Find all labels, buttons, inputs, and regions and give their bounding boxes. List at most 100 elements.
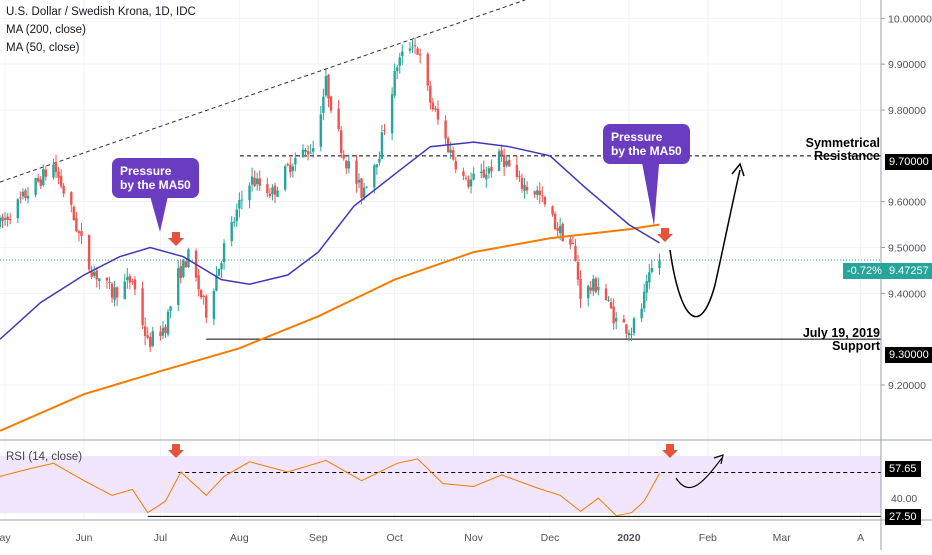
candle-body [149, 337, 152, 347]
time-tick-label: Jun [76, 532, 93, 544]
candle-body [505, 160, 508, 166]
candle-body [128, 276, 132, 283]
candle-body [592, 279, 595, 291]
candle-body [319, 114, 323, 147]
rsi-lower-tag: 27.50 [885, 509, 921, 525]
candle-body [230, 222, 233, 242]
candle-body [309, 152, 312, 154]
candle-body [143, 326, 147, 337]
candles [0, 37, 661, 353]
candle-body [556, 227, 559, 231]
candle-body [571, 243, 575, 245]
rsi-upper-tag: 57.65 [885, 461, 921, 477]
candle-body [508, 160, 511, 167]
price-tick-label: 9.40000 [888, 288, 926, 300]
candle-body [324, 75, 328, 96]
candle-body [520, 177, 524, 189]
candle-body [408, 48, 412, 51]
candle-body [625, 324, 628, 334]
down-arrow-marker [168, 444, 184, 458]
candle-body [533, 191, 536, 195]
candle-body [16, 199, 20, 219]
candle-body [179, 266, 182, 279]
resistance-price-tag: 9.70000 [885, 154, 932, 170]
candle-body [233, 221, 236, 223]
candle-body [177, 268, 180, 305]
candle-body [72, 206, 76, 221]
candle-body [337, 108, 340, 129]
last-price-tag: 9.47257 [885, 263, 932, 279]
candle-body [59, 175, 63, 187]
candle-body [222, 243, 226, 262]
candle-body [248, 185, 251, 201]
time-tick-label: 2020 [617, 532, 641, 544]
time-tick-label: Dec [541, 532, 560, 544]
candle-body [472, 173, 475, 180]
candle-body [452, 150, 455, 160]
candle-body [304, 150, 307, 152]
candle-body [266, 184, 269, 194]
projection-arrowhead [731, 162, 745, 177]
candle-body [205, 296, 208, 318]
candle-body [105, 277, 109, 281]
time-tick-label: Aug [230, 532, 249, 544]
candle-body [286, 164, 289, 166]
candle-body [164, 326, 167, 334]
candle-body [650, 268, 654, 272]
candle-body [609, 301, 613, 309]
candle-body [357, 179, 361, 183]
ma200-legend: MA (200, close) [6, 24, 86, 36]
support-label: July 19, 2019 Support [802, 326, 880, 353]
candle-body [283, 166, 287, 190]
candle-body [159, 331, 162, 337]
candle-body [8, 219, 12, 221]
candle-body [558, 225, 562, 234]
candle-body [541, 195, 544, 197]
pressure-note-left: Pressure by the MA50 [112, 158, 199, 198]
candle-body [197, 275, 200, 290]
down-arrow-marker [168, 232, 184, 246]
candle-body [6, 216, 9, 220]
candle-body [413, 45, 417, 47]
candle-body [238, 200, 241, 209]
candle-body [434, 108, 437, 110]
candle-body [640, 308, 643, 319]
candle-body [449, 149, 452, 153]
candle-body [77, 231, 81, 233]
candle-body [597, 286, 600, 291]
candle-body [553, 213, 557, 230]
candle-body [355, 160, 358, 184]
price-tick-label: 9.80000 [888, 105, 926, 117]
candle-body [151, 331, 154, 346]
projection-path [669, 169, 741, 318]
candle-body [576, 261, 580, 280]
rsi-line [0, 458, 660, 517]
candle-body [411, 46, 414, 48]
candle-body [184, 261, 188, 268]
candle-body [161, 327, 165, 336]
candle-body [212, 290, 216, 320]
candle-body [199, 289, 203, 298]
candle-body [301, 149, 305, 158]
candle-body [26, 195, 30, 199]
projection-arrows [150, 152, 745, 489]
note-pointer-right [640, 152, 660, 226]
ma200-line [0, 223, 660, 432]
candle-body [543, 196, 547, 205]
ma50-legend: MA (50, close) [6, 42, 80, 54]
down-arrow-marker [657, 228, 673, 242]
candle-body [329, 96, 333, 111]
candle-body [515, 164, 519, 177]
candle-body [401, 51, 404, 57]
rsi-band [0, 456, 881, 513]
candle-body [110, 283, 114, 298]
candle-body [62, 185, 65, 194]
candle-body [131, 280, 134, 282]
candle-body [383, 130, 386, 132]
candle-body [536, 190, 539, 195]
candle-body [0, 217, 2, 227]
candle-body [70, 192, 73, 205]
candle-body [375, 164, 379, 168]
